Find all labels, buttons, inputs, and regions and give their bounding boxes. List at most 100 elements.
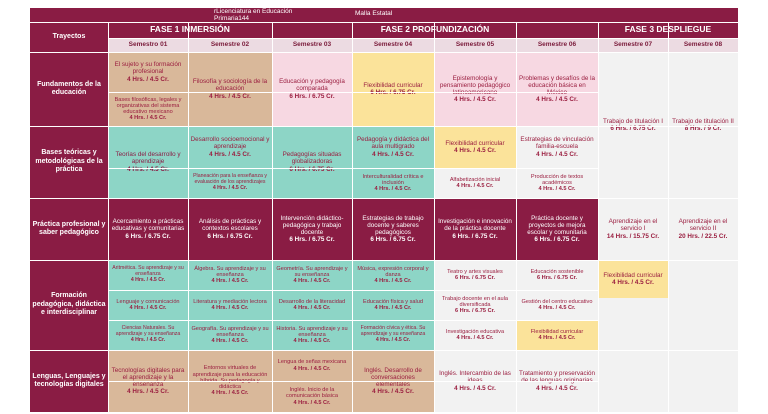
course-hours: 4 Hrs. / 4.5 Cr. — [374, 186, 412, 193]
course-cell: Flexibilidad curricular 4 Hrs. / 4.5 Cr. — [598, 260, 668, 298]
grid-line — [108, 381, 598, 382]
course-hours: 4 Hrs. / 4.5 Cr. — [130, 336, 166, 343]
course-cell: Planeación para la enseñanza y evaluació… — [188, 168, 272, 198]
course-name: Inglés. Inicio de la comunicación básica — [286, 387, 338, 400]
course-hours: 4 Hrs. / 4.5 Cr. — [293, 278, 331, 285]
course-name: Teorías del desarrollo y aprendizaje — [115, 151, 181, 166]
course-cell: Aprendizaje en el servicio II 20 Hrs. / 2… — [668, 198, 738, 260]
course-name: Aritmética. Su aprendizaje y su enseñanz… — [112, 265, 184, 278]
course-name: Inglés. Intercambio de las ideas — [439, 370, 511, 384]
course-hours: 4 Hrs. / 4.5 Cr. — [454, 96, 496, 104]
program-title: rLicenciatura en Educación Primaria144 — [214, 8, 293, 22]
grid-line — [108, 22, 109, 412]
grid-line — [108, 92, 598, 93]
course-hours: 4 Hrs. / 4.5 Cr. — [612, 279, 654, 286]
course-name: Entornos virtuales de aprendizaje para l… — [192, 365, 268, 391]
course-hours: 4 Hrs. / 4.5 Cr. — [129, 115, 167, 122]
course-hours: 4 Hrs. / 4.5 Cr. — [211, 278, 249, 285]
course-cell: Desarrollo de la literacidad 4 Hrs. / 4.5… — [272, 290, 352, 320]
course-cell: Aprendizaje en el servicio I 14 Hrs. / 15… — [598, 198, 668, 260]
course-cell: Formación cívica y ética. Su aprendizaje… — [352, 320, 434, 350]
semester-label: Semestre 06 — [537, 41, 577, 49]
course-cell: Desarrollo socioemocional y aprendizaje 4… — [188, 126, 272, 168]
course-name: Interculturalidad crítica e inclusión — [362, 173, 424, 186]
course-cell: Gestión del centro educativo 4 Hrs. / 4.5… — [516, 290, 598, 320]
course-hours: 4 Hrs. / 4.5 Cr. — [456, 335, 494, 341]
course-cell: El sujeto y su formación profesional 4 Hr… — [108, 52, 188, 92]
grid-line — [188, 22, 189, 412]
course-cell: Teatro y artes visuales 6 Hrs. / 6.75 Cr. — [434, 260, 516, 290]
course-hours: 14 Hrs. / 15.75 Cr. — [606, 232, 660, 240]
course-name: Desarrollo de la literacidad — [278, 298, 346, 305]
grid-line — [598, 22, 599, 412]
semester-label: Semestro 01 — [128, 41, 168, 49]
course-cell: Alfabetización inicial 4 Hrs. / 4.5 Cr. — [434, 168, 516, 198]
semester-header: Semestre 07 — [598, 38, 668, 52]
course-hours: 4 Hrs. / 4.5 Cr. — [374, 278, 412, 285]
semester-label: Semestre 02 — [210, 41, 250, 49]
course-name: Lengua de señas mexicana — [277, 359, 347, 366]
course-hours: 6 Hrs. / 6.75 Cr. — [289, 236, 335, 244]
course-name: Estrategias de trabajo docente y saberes… — [362, 214, 424, 236]
grid-line — [516, 22, 517, 412]
course-cell: Geometría. Su aprendizaje y su enseñanza… — [272, 260, 352, 290]
course-name: Filosofía y sociología de la educación — [192, 78, 268, 93]
course-cell: Investigación e innovación de la práctic… — [434, 198, 516, 260]
phase-header: FASE 2 PROFUNDIZACIÓN — [272, 22, 598, 38]
course-cell: Práctica docente y proyectos de mejora e… — [516, 198, 598, 260]
course-cell: Educación sostenible 6 Hrs. / 6.75 Cr. — [516, 260, 598, 290]
course-hours: 4 Hrs. / 4.5 Cr. — [127, 165, 169, 173]
course-hours: 4 Hrs. / 4.5 Cr. — [372, 388, 414, 396]
course-name: Trabajo de titulación I — [603, 117, 663, 125]
course-name: Álgebra. Su aprendizaje y su enseñanza — [194, 265, 266, 278]
trayecto-label: Formación pedagógica, didáctica e interd… — [30, 260, 108, 350]
phase-header: FASE 1 INMERSIÓN — [108, 22, 272, 38]
course-hours: 4 Hrs. / 4.5 Cr. — [538, 335, 576, 341]
grid-line — [272, 22, 273, 412]
course-cell: Intervención didáctico-pedagógica y trab… — [272, 198, 352, 260]
trayecto-name: Bases teóricas y metodológicas de la prá… — [35, 149, 103, 174]
title-bar: rLicenciatura en Educación Primaria144 Ma… — [30, 8, 738, 22]
course-hours: 20 Hrs. / 22.5 Cr. — [678, 232, 728, 240]
course-hours: 4 Hrs. / 4.5 Cr. — [293, 338, 331, 345]
semester-label: Semestre 04 — [373, 41, 413, 49]
grid-line — [108, 320, 598, 321]
course-hours: 4 Hrs. / 4.5 Cr. — [293, 365, 331, 372]
course-cell: Inglés. Inicio de la comunicación básica… — [272, 381, 352, 412]
course-name: Aprendizaje en el servicio II — [678, 218, 728, 233]
course-name: Pedagogía y didáctica del aula multigrad… — [356, 136, 430, 151]
course-cell: Trabajo docente en el aula diversificada… — [434, 290, 516, 320]
course-name: Planeación para la enseñanza y evaluació… — [193, 173, 267, 186]
semester-header: Semestre 06 — [516, 38, 598, 52]
course-hours: 4 Hrs. / 4.5 Cr. — [293, 305, 331, 311]
course-name: Análisis de prácticas y contextos escola… — [198, 218, 262, 233]
grid-line — [108, 168, 598, 169]
course-cell: Acercamiento a prácticas educativas y co… — [108, 198, 188, 260]
course-hours: 4 Hrs. / 4.5 Cr. — [456, 183, 494, 189]
course-name: Flexibilidad curricular — [603, 271, 663, 279]
course-name: Investigación e innovación de la práctic… — [438, 218, 512, 233]
course-hours: 6 Hrs. / 6.75 Cr. — [289, 92, 335, 100]
course-hours: 4 Hrs. / 4.5 Cr. — [372, 150, 414, 158]
course-cell: Ciencias Naturales. Su aprendizaje y su … — [108, 320, 188, 350]
grid-line — [668, 22, 669, 412]
course-name: Desarrollo socioemocional y aprendizaje — [190, 136, 270, 151]
course-hours: 4 Hrs. / 4.5 Cr. — [454, 147, 496, 154]
course-hours: 4 Hrs. / 4.5 Cr. — [374, 305, 412, 311]
course-name: Estrategias de vinculación familia-escue… — [520, 136, 594, 151]
course-hours: 4 Hrs. / 4.5 Cr. — [209, 150, 251, 158]
semester-label: Semestre 03 — [292, 41, 332, 49]
course-hours: 4 Hrs. / 4.5 Cr. — [211, 338, 249, 345]
course-name: Flexibilidad curricular — [530, 328, 584, 335]
course-name: Flexibilidad curricular — [363, 81, 423, 89]
course-cell: Educación física y salud 4 Hrs. / 4.5 Cr. — [352, 290, 434, 320]
course-name: Investigación educativa — [445, 328, 505, 335]
grid-line — [352, 22, 353, 412]
course-cell: Flexibilidad curricular 4 Hrs. / 4.5 Cr. — [434, 126, 516, 168]
course-cell: Geografía. Su aprendizaje y su enseñanza… — [188, 320, 272, 350]
course-name: Flexibilidad curricular — [445, 139, 505, 147]
semester-label: Semestre 05 — [455, 41, 495, 49]
semester-label: Semestre 07 — [613, 41, 653, 49]
course-name: Trabajo docente en el aula diversificada — [441, 295, 509, 308]
semester-label: Semestre 08 — [683, 41, 723, 49]
